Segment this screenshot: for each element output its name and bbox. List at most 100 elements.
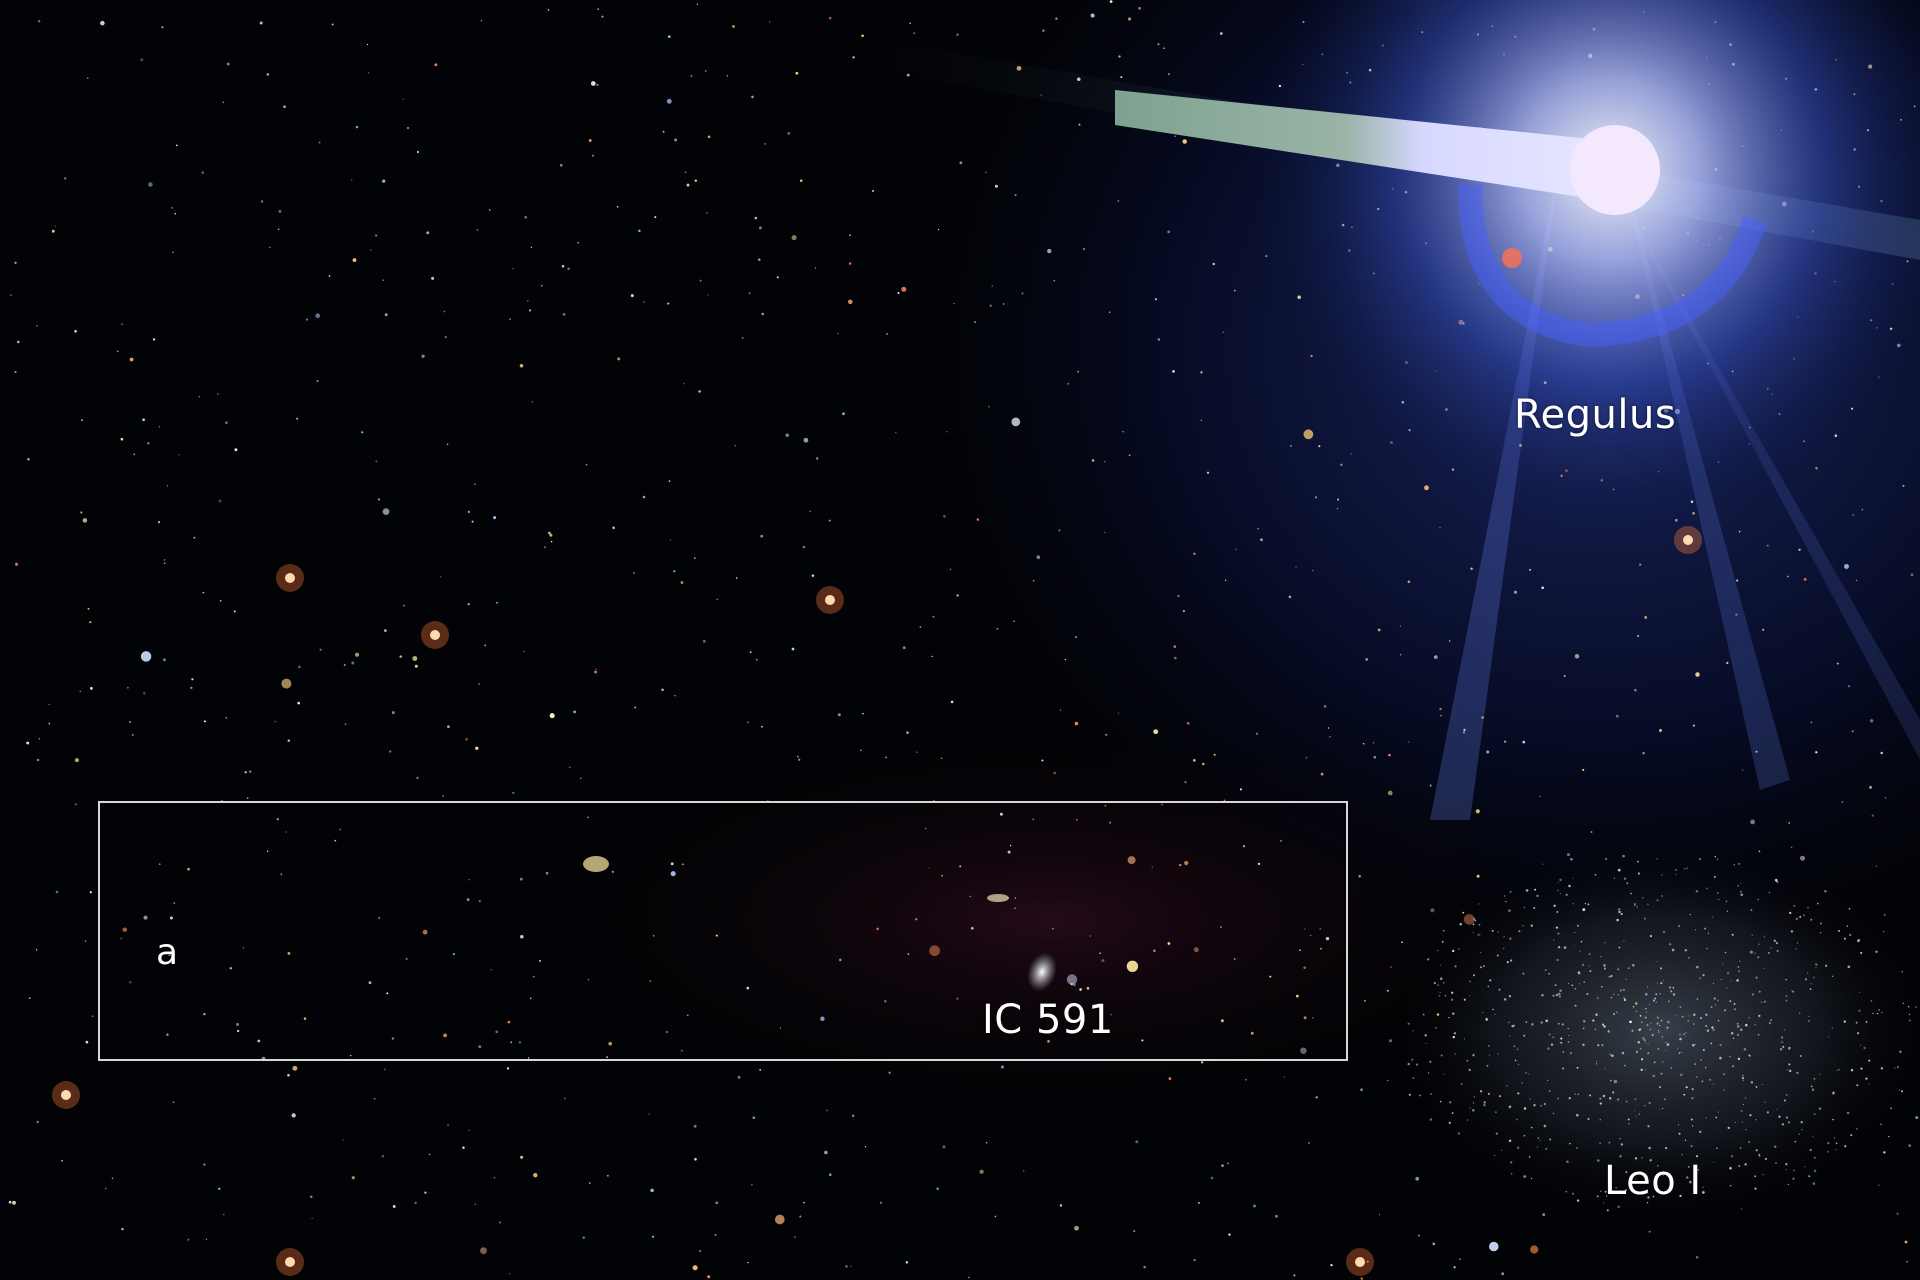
star: [564, 1097, 566, 1100]
leo-star: [1457, 1132, 1460, 1135]
leo-star: [1697, 1168, 1700, 1171]
star: [467, 602, 470, 606]
star: [1079, 988, 1082, 991]
leo-star: [1850, 1069, 1854, 1072]
star: [1303, 966, 1306, 970]
star: [1540, 1105, 1542, 1107]
star: [452, 953, 455, 956]
star: [1815, 466, 1818, 470]
leo-star: [1778, 1115, 1781, 1118]
star: [1637, 634, 1640, 637]
leo-star: [1667, 1020, 1670, 1024]
leo-star: [1548, 972, 1551, 975]
star: [10, 294, 12, 296]
leo-star: [1696, 998, 1699, 1000]
star: [1689, 1180, 1692, 1184]
star: [1320, 947, 1322, 950]
star: [28, 997, 31, 999]
leo-star: [1704, 1066, 1707, 1069]
star: [732, 25, 735, 28]
leo-star: [1736, 1025, 1740, 1028]
leo-star: [1636, 906, 1638, 908]
star: [545, 871, 549, 875]
star: [1542, 1213, 1546, 1217]
leo-star: [1726, 910, 1728, 912]
leo-star: [1596, 997, 1599, 1000]
star: [968, 1276, 970, 1279]
star: [547, 9, 550, 11]
leo-star: [1439, 977, 1443, 980]
star: [298, 665, 301, 669]
leo-star: [1799, 916, 1802, 918]
leo-star: [1635, 1115, 1637, 1117]
leo-star: [1792, 990, 1794, 993]
star: [1239, 788, 1243, 791]
leo-star: [1827, 1141, 1830, 1145]
star: [378, 917, 381, 919]
leo-star: [1901, 971, 1903, 973]
leo-star: [1623, 997, 1626, 999]
star: [157, 520, 161, 524]
leo-star: [1736, 979, 1739, 982]
leo-star: [1469, 1107, 1471, 1109]
leo-star: [1587, 1117, 1590, 1121]
star: [35, 949, 38, 951]
star: [383, 1068, 386, 1071]
star: [1451, 949, 1455, 953]
leo-star: [1652, 999, 1655, 1002]
leo-star: [1612, 1091, 1615, 1094]
leo-star: [1785, 1093, 1788, 1096]
leo-star: [1510, 1161, 1513, 1164]
star: [1429, 1118, 1433, 1121]
star: [222, 101, 225, 104]
star: [370, 249, 372, 251]
leo-star: [1503, 936, 1505, 938]
leo-star: [1577, 1093, 1579, 1095]
star: [1177, 594, 1180, 598]
leo-star: [1549, 1138, 1552, 1141]
star: [1615, 714, 1619, 718]
leo-star: [1655, 993, 1658, 996]
leo-star: [1603, 1025, 1606, 1028]
leo-star: [1685, 1032, 1687, 1034]
star: [1200, 419, 1203, 422]
star: [1387, 790, 1393, 796]
leo-star: [1594, 1028, 1597, 1031]
leo-star: [1656, 961, 1658, 963]
leo-star: [1469, 980, 1471, 982]
leo-star: [1582, 1043, 1585, 1047]
star: [152, 338, 156, 341]
star: [233, 610, 236, 613]
leo-star: [1627, 967, 1630, 969]
leo-star: [1412, 1077, 1415, 1080]
leo-star: [1472, 1102, 1475, 1104]
star: [1245, 1079, 1247, 1081]
star: [758, 226, 762, 230]
star: [175, 144, 178, 147]
leo-star: [1662, 1174, 1664, 1176]
star: [292, 1065, 298, 1071]
leo-star: [1848, 933, 1852, 937]
star: [776, 276, 779, 279]
leo-star: [1729, 1055, 1731, 1058]
leo-star: [1706, 947, 1708, 950]
leo-star: [1833, 1137, 1836, 1139]
leo-star: [1713, 1161, 1715, 1163]
star: [1851, 730, 1854, 733]
star: [1884, 797, 1887, 799]
star: [1312, 569, 1314, 572]
star: [706, 211, 708, 214]
star: [1197, 1201, 1200, 1204]
star: [567, 267, 570, 270]
star: [956, 997, 959, 1000]
leo-star: [1620, 912, 1623, 916]
leo-star: [1572, 1192, 1575, 1195]
leo-star: [1748, 1017, 1750, 1019]
star: [876, 927, 879, 931]
star: [901, 286, 907, 292]
leo-star: [1808, 1175, 1811, 1178]
leo-star: [1680, 1051, 1682, 1053]
star: [541, 284, 543, 287]
leo-star: [1700, 1059, 1702, 1061]
